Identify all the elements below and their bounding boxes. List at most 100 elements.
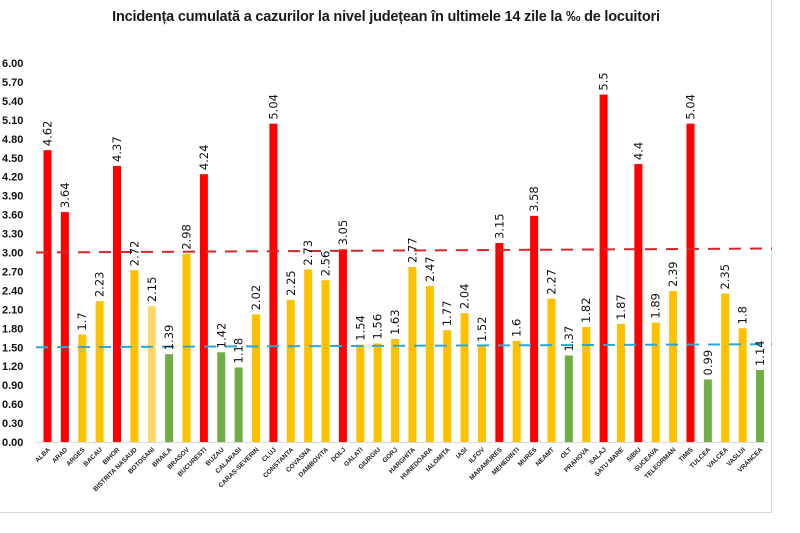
bar-harghita [408, 267, 417, 442]
reference-lines [35, 247, 773, 349]
bar-mehedinti [512, 340, 521, 442]
y-tick-label: 4.80 [2, 134, 23, 146]
data-label: 3.05 [336, 220, 350, 246]
bar-arges [78, 334, 87, 442]
chart-frame [0, 0, 772, 513]
data-label: 4.24 [197, 145, 211, 171]
y-tick-label: 5.40 [2, 96, 23, 108]
data-label: 1.7 [75, 312, 89, 330]
bar-hunedoara [425, 285, 434, 442]
data-label: 2.98 [180, 224, 194, 250]
y-tick-label: 3.90 [2, 191, 23, 203]
data-label: 1.14 [753, 340, 767, 366]
bar-bistrita-nasaud [130, 270, 139, 442]
data-label: 3.64 [58, 182, 72, 208]
bar-galati [356, 344, 365, 442]
bar-vrancea [756, 369, 764, 442]
data-label: 1.39 [162, 325, 176, 351]
data-label: 2.47 [423, 256, 437, 282]
y-tick-label: 1.20 [2, 361, 23, 373]
data-label: 5.04 [683, 94, 697, 120]
data-label: 2.04 [458, 284, 472, 310]
bar-constanta [286, 299, 295, 442]
bar-maramures [495, 243, 504, 442]
bar-satu-mare [616, 323, 625, 442]
y-axis: 0.00 0.30 0.60 0.90 1.20 1.50 1.80 2.10 2.40 2.70… [2, 58, 23, 449]
x-tick-label: BACAU [82, 446, 104, 468]
bar-sibiu [634, 164, 643, 443]
bar-timis [686, 123, 695, 442]
data-label: 1.77 [440, 301, 454, 327]
y-tick-label: 3.60 [2, 210, 23, 222]
bar-tulcea [703, 379, 712, 442]
y-tick-label: 0.60 [2, 399, 23, 411]
data-label: 2.39 [666, 261, 680, 287]
bar-iasi [460, 313, 469, 442]
data-label: 1.54 [353, 315, 367, 341]
x-tick-label: ALBA [34, 446, 52, 464]
data-label: 1.63 [388, 309, 402, 335]
data-label: 1.82 [579, 297, 593, 323]
bar-teleorman [669, 291, 678, 442]
bar-suceava [651, 322, 660, 442]
data-label: 4.4 [631, 142, 645, 160]
y-tick-label: 1.50 [2, 342, 23, 354]
data-label: 2.15 [145, 277, 159, 303]
bar-dambovita [321, 280, 330, 442]
data-label: 2.02 [249, 285, 263, 311]
data-label: 2.23 [93, 272, 107, 298]
bar-dolj [338, 249, 347, 442]
bar-brasov [182, 253, 191, 442]
bar-cluj [269, 123, 278, 442]
y-tick-label: 4.50 [2, 153, 23, 165]
bar-buzau [217, 352, 226, 442]
data-label: 2.73 [301, 240, 315, 266]
data-label: 2.25 [284, 270, 298, 296]
bar-bacau [95, 301, 104, 442]
x-tick-label: IASI [455, 446, 469, 460]
bar-covasna [304, 269, 313, 442]
data-label: 2.56 [319, 251, 333, 277]
bar-ialomita [443, 330, 452, 442]
bar-bucuresti [199, 174, 208, 442]
y-tick-label: 0.90 [2, 380, 23, 392]
y-tick-label: 2.40 [2, 285, 23, 297]
x-tick-label: NEAMT [535, 446, 556, 467]
data-label: 2.77 [405, 237, 419, 263]
y-tick-label: 0.30 [2, 418, 23, 430]
data-labels: 4.62 3.64 1.7 2.23 4.37 2.72 2.15 1.39 2.98 4.24 1… [41, 72, 768, 375]
x-tick-label: TELEORMAN [643, 446, 677, 480]
bar-giurgiu [373, 343, 382, 442]
x-tick-label: OLT [559, 446, 573, 460]
bar-arad [60, 212, 69, 442]
y-tick-label: 1.80 [2, 323, 23, 335]
y-tick-label: 3.00 [2, 248, 23, 260]
reference-line-threshold-3 [35, 247, 773, 254]
data-label: 0.99 [701, 350, 715, 376]
data-label: 2.35 [718, 264, 732, 290]
y-tick-label: 2.70 [2, 266, 23, 278]
data-label: 1.89 [649, 293, 663, 319]
bar-caras-severin [252, 314, 261, 442]
data-label: 4.62 [41, 121, 55, 147]
bar-alba [43, 150, 52, 443]
data-label: 3.58 [527, 186, 541, 212]
bar-valcea [721, 293, 730, 442]
bar-ilfov [477, 345, 486, 442]
data-label: 1.6 [510, 319, 524, 337]
bar-salaj [599, 94, 608, 442]
chart-title: Incidența cumulată a cazurilor la nivel … [112, 9, 660, 25]
data-label: 4.37 [110, 136, 124, 162]
bar-vaslui [738, 328, 747, 442]
data-label: 1.8 [736, 306, 750, 324]
data-label: 1.52 [475, 316, 489, 342]
data-label: 1.87 [614, 294, 628, 320]
data-label: 5.04 [266, 94, 280, 120]
bars [43, 94, 764, 443]
bar-calarasi [234, 367, 243, 442]
y-tick-label: 3.30 [2, 229, 23, 241]
bar-neamt [547, 298, 556, 442]
data-label: 1.18 [232, 338, 246, 364]
